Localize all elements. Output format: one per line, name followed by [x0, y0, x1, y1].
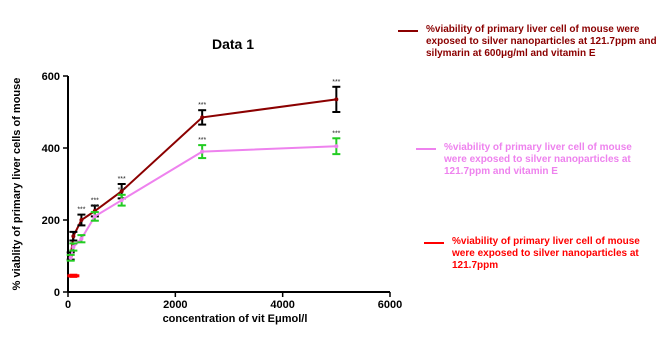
significance-label: ***	[198, 102, 206, 109]
data-point	[92, 214, 97, 219]
data-point	[79, 218, 84, 222]
y-axis-title: % viablity of primary liver cells of mou…	[11, 78, 23, 291]
data-point	[119, 189, 124, 194]
y-tick-label: 0	[54, 287, 60, 299]
legend-swatch	[424, 242, 444, 244]
series-line	[69, 98, 337, 257]
series-line	[69, 145, 337, 259]
series-group	[67, 273, 80, 278]
axis-ticks: 0 2000 4000 6000 0 200 400 600	[42, 71, 403, 311]
x-tick-label: 2000	[163, 299, 187, 311]
series-group: ***************	[66, 79, 341, 261]
y-tick-label: 600	[42, 71, 60, 83]
legend-label: %viability of primary liver cell of mous…	[426, 24, 657, 59]
x-tick-label: 4000	[270, 299, 294, 311]
significance-label: ***	[198, 137, 206, 144]
y-tick-label: 400	[42, 143, 60, 155]
series-layer: ***************************	[66, 79, 341, 278]
legend-swatch	[398, 30, 418, 32]
data-point	[68, 255, 73, 260]
data-point	[200, 115, 205, 120]
data-point	[71, 245, 76, 249]
significance-label: ***	[332, 130, 340, 137]
data-point	[119, 198, 124, 203]
significance-label: ***	[77, 207, 85, 214]
y-tick-label: 200	[42, 215, 60, 227]
x-tick-label: 6000	[378, 299, 402, 311]
x-axis-title: concentration of vit Eμmol/l	[163, 313, 308, 325]
chart-title: Data 1	[212, 36, 254, 52]
significance-label: ***	[91, 204, 99, 211]
legend-item: %viability of primary liver cell of mous…	[416, 142, 656, 178]
legend-label: %viability of primary liver cell of mous…	[444, 142, 632, 177]
x-tick-label: 0	[65, 299, 71, 311]
data-point	[79, 236, 84, 241]
significance-label: ***	[118, 187, 126, 194]
data-point	[200, 149, 205, 154]
legend-item: %viability of primary liver cell of mous…	[398, 24, 658, 60]
significance-label: ***	[332, 79, 340, 86]
legend-label: %viability of primary liver cell of mous…	[452, 236, 640, 271]
series-group: ************	[66, 130, 341, 262]
significance-label: ***	[118, 176, 126, 183]
data-point	[334, 144, 339, 149]
legend-item: %viability of primary liver cell of mous…	[424, 236, 658, 272]
significance-label: ***	[91, 198, 99, 205]
legend-swatch	[416, 148, 436, 150]
data-point	[71, 234, 76, 239]
data-point	[334, 97, 339, 102]
